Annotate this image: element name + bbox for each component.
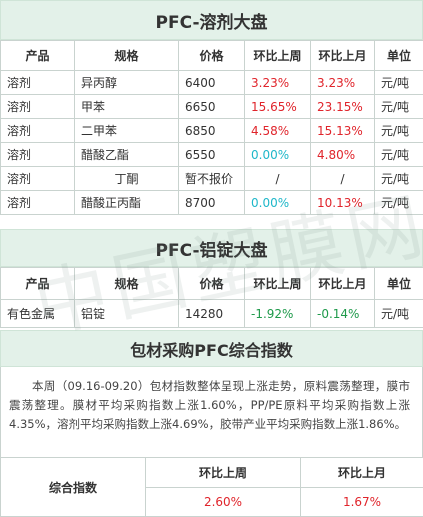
col-header-wow: 环比上周	[245, 41, 311, 71]
spec-cell: 甲苯	[75, 95, 179, 119]
price-cell: 6650	[179, 95, 245, 119]
product-cell: 溶剂	[1, 167, 75, 191]
col-header-price: 价格	[179, 268, 245, 300]
mom-cell: -0.14%	[311, 300, 375, 328]
mom-cell: 23.15%	[311, 95, 375, 119]
col-header-unit: 单位	[375, 41, 423, 71]
wow-cell: 0.00%	[245, 191, 311, 215]
unit-cell: 元/吨	[375, 143, 423, 167]
col-header-mom: 环比上月	[311, 41, 375, 71]
wow-cell: -1.92%	[245, 300, 311, 328]
unit-cell: 元/吨	[375, 167, 423, 191]
col-header-product: 产品	[1, 268, 75, 300]
product-cell: 有色金属	[1, 300, 75, 328]
table-row: 溶剂 异丙醇 6400 3.23% 3.23% 元/吨	[1, 71, 423, 95]
composite-index-label: 综合指数	[1, 458, 146, 517]
wow-cell: 15.65%	[245, 95, 311, 119]
solvent-section-title: PFC-溶剂大盘	[0, 0, 423, 40]
price-cell: 8700	[179, 191, 245, 215]
product-cell: 溶剂	[1, 191, 75, 215]
composite-mom-value: 1.67%	[301, 488, 423, 517]
table-row: 溶剂 丁酮 暂不报价 / / 元/吨	[1, 167, 423, 191]
spec-cell: 丁酮	[75, 167, 179, 191]
price-cell: 6550	[179, 143, 245, 167]
col-header-spec: 规格	[75, 268, 179, 300]
price-cell: 暂不报价	[179, 167, 245, 191]
unit-cell: 元/吨	[375, 95, 423, 119]
table-row: 溶剂 二甲苯 6850 4.58% 15.13% 元/吨	[1, 119, 423, 143]
table-row: 有色金属 铝锭 14280 -1.92% -0.14% 元/吨	[1, 300, 423, 328]
aluminum-price-table: 产品 规格 价格 环比上周 环比上月 单位 有色金属 铝锭 14280 -1.9…	[0, 267, 423, 328]
spec-cell: 异丙醇	[75, 71, 179, 95]
mom-cell: 10.13%	[311, 191, 375, 215]
mom-cell: 15.13%	[311, 119, 375, 143]
price-cell: 14280	[179, 300, 245, 328]
col-header-mom: 环比上月	[311, 268, 375, 300]
solvent-table-header: 产品 规格 价格 环比上周 环比上月 单位	[1, 41, 423, 71]
spec-cell: 醋酸乙酯	[75, 143, 179, 167]
wow-cell: 0.00%	[245, 143, 311, 167]
composite-index-header: 综合指数 环比上周 环比上月	[1, 458, 423, 488]
product-cell: 溶剂	[1, 71, 75, 95]
mom-cell: /	[311, 167, 375, 191]
price-cell: 6850	[179, 119, 245, 143]
unit-cell: 元/吨	[375, 300, 423, 328]
wow-cell: 3.23%	[245, 71, 311, 95]
wow-cell: 4.58%	[245, 119, 311, 143]
col-header-wow: 环比上周	[245, 268, 311, 300]
composite-index-table: 综合指数 环比上周 环比上月 2.60% 1.67%	[0, 457, 423, 517]
table-row: 溶剂 醋酸正丙酯 8700 0.00% 10.13% 元/吨	[1, 191, 423, 215]
aluminum-section-title: PFC-铝锭大盘	[0, 229, 423, 267]
spec-cell: 二甲苯	[75, 119, 179, 143]
col-header-spec: 规格	[75, 41, 179, 71]
product-cell: 溶剂	[1, 95, 75, 119]
solvent-price-table: 产品 规格 价格 环比上周 环比上月 单位 溶剂 异丙醇 6400 3.23% …	[0, 40, 423, 215]
table-row: 溶剂 甲苯 6650 15.65% 23.15% 元/吨	[1, 95, 423, 119]
mom-cell: 4.80%	[311, 143, 375, 167]
col-header-product: 产品	[1, 41, 75, 71]
col-header-mom: 环比上月	[301, 458, 423, 488]
price-cell: 6400	[179, 71, 245, 95]
unit-cell: 元/吨	[375, 119, 423, 143]
index-section-title: 包材采购PFC综合指数	[0, 330, 423, 367]
spec-cell: 铝锭	[75, 300, 179, 328]
wow-cell: /	[245, 167, 311, 191]
col-header-price: 价格	[179, 41, 245, 71]
composite-wow-value: 2.60%	[146, 488, 301, 517]
product-cell: 溶剂	[1, 143, 75, 167]
spec-cell: 醋酸正丙酯	[75, 191, 179, 215]
unit-cell: 元/吨	[375, 191, 423, 215]
col-header-unit: 单位	[375, 268, 423, 300]
col-header-wow: 环比上周	[146, 458, 301, 488]
index-summary-text: 本周（09.16-09.20）包材指数整体呈现上涨走势，原料震荡整理，膜市震荡整…	[0, 367, 423, 457]
aluminum-table-header: 产品 规格 价格 环比上周 环比上月 单位	[1, 268, 423, 300]
mom-cell: 3.23%	[311, 71, 375, 95]
unit-cell: 元/吨	[375, 71, 423, 95]
table-row: 溶剂 醋酸乙酯 6550 0.00% 4.80% 元/吨	[1, 143, 423, 167]
product-cell: 溶剂	[1, 119, 75, 143]
